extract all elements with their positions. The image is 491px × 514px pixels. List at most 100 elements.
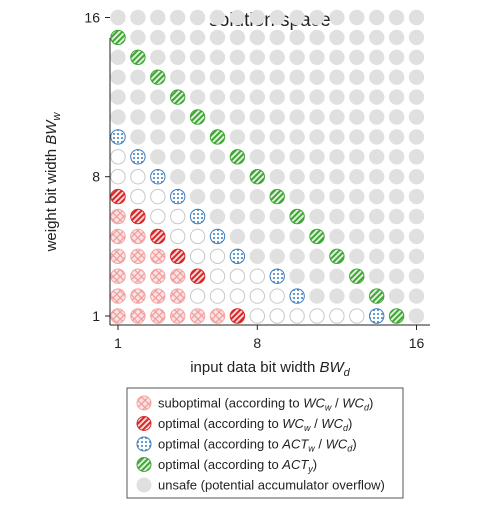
legend-symbol: WC <box>282 416 304 431</box>
point-unsafe-x7-y7 <box>229 188 246 205</box>
point-empty-x4-y5 <box>170 228 186 245</box>
point-unsafe-x8-y6 <box>249 208 265 225</box>
point-unsafe-x12-y12 <box>329 89 345 105</box>
legend-label-opt-act-y: optimal (according to ACTy) <box>158 457 317 474</box>
point-empty-x10-y1 <box>289 308 305 324</box>
point-unsafe-x13-y2 <box>349 288 365 304</box>
point-suboptimal-x4-y3 <box>170 268 186 284</box>
point-opt-act-wc-x5-y6 <box>189 208 206 225</box>
point-empty-x5-y4 <box>189 248 206 264</box>
point-unsafe-x3-y14 <box>150 49 166 65</box>
point-suboptimal-x1-y1 <box>110 308 126 324</box>
point-unsafe-x16-y13 <box>408 69 425 85</box>
point-unsafe-x13-y5 <box>349 228 365 245</box>
point-opt-act-y-x9-y7 <box>269 188 285 205</box>
point-unsafe-x11-y3 <box>309 268 325 284</box>
point-unsafe-x15-y14 <box>388 49 405 65</box>
x-tick-label-16: 16 <box>409 335 425 351</box>
point-unsafe-x9-y4 <box>269 248 285 264</box>
point-unsafe-x4-y8 <box>170 169 186 185</box>
point-unsafe-x3-y16 <box>150 9 166 26</box>
point-empty-x2-y7 <box>130 188 146 205</box>
point-unsafe-x7-y16 <box>229 9 246 26</box>
point-unsafe-x13-y12 <box>349 89 365 105</box>
point-unsafe-x8-y7 <box>249 188 265 205</box>
point-unsafe-x1-y16 <box>110 9 126 26</box>
point-unsafe-x16-y15 <box>408 29 425 46</box>
point-suboptimal-x2-y4 <box>130 248 146 264</box>
point-unsafe-x16-y14 <box>408 49 425 65</box>
point-unsafe-x15-y10 <box>388 129 405 145</box>
point-unsafe-x4-y10 <box>170 129 186 145</box>
point-unsafe-x15-y11 <box>388 109 405 125</box>
point-unsafe-x5-y14 <box>189 49 206 65</box>
point-unsafe-x10-y13 <box>289 69 305 85</box>
point-unsafe-x14-y11 <box>369 109 385 125</box>
point-unsafe-x11-y8 <box>309 169 325 185</box>
point-unsafe-x6-y8 <box>209 169 226 185</box>
point-unsafe-x4-y14 <box>170 49 186 65</box>
point-suboptimal-x6-y1 <box>209 308 226 324</box>
point-unsafe-x10-y3 <box>289 268 305 284</box>
point-unsafe-x3-y11 <box>150 109 166 125</box>
legend-slash: / <box>315 437 326 452</box>
point-unsafe-x15-y7 <box>388 188 405 205</box>
point-suboptimal-x2-y1 <box>130 308 146 324</box>
legend-tail: ) <box>352 437 356 452</box>
point-empty-x2-y8 <box>130 169 146 185</box>
point-empty-x8-y3 <box>249 268 265 284</box>
point-unsafe-x14-y14 <box>369 49 385 65</box>
point-unsafe-x13-y13 <box>349 69 365 85</box>
point-unsafe-x4-y9 <box>170 149 186 165</box>
point-opt-wc-x3-y5 <box>150 228 166 245</box>
y-tick-label-16: 16 <box>84 10 100 26</box>
legend-text: optimal (according to <box>158 416 282 431</box>
legend-marker-opt-act-wc <box>136 436 152 452</box>
point-unsafe-x14-y16 <box>369 9 385 26</box>
point-unsafe-x13-y9 <box>349 149 365 165</box>
point-suboptimal-x5-y1 <box>189 308 206 324</box>
point-opt-act-y-x4-y12 <box>170 89 186 105</box>
point-unsafe-x4-y16 <box>170 9 186 26</box>
point-unsafe-x8-y13 <box>249 69 265 85</box>
point-opt-wc-x1-y7 <box>110 188 126 205</box>
point-suboptimal-x1-y2 <box>110 288 126 304</box>
point-opt-act-y-x15-y1 <box>388 308 405 324</box>
legend-text: optimal (according to <box>158 457 282 472</box>
point-opt-act-y-x11-y5 <box>309 228 325 245</box>
point-unsafe-x11-y13 <box>309 69 325 85</box>
point-suboptimal-x1-y4 <box>110 248 126 264</box>
legend-text: unsafe (potential accumulator overflow) <box>158 478 385 493</box>
point-unsafe-x10-y15 <box>289 29 305 46</box>
point-unsafe-x2-y13 <box>130 69 146 85</box>
point-unsafe-x13-y8 <box>349 169 365 185</box>
point-unsafe-x5-y13 <box>189 69 206 85</box>
point-suboptimal-x1-y3 <box>110 268 126 284</box>
point-unsafe-x7-y15 <box>229 29 246 46</box>
legend-tail: ) <box>313 457 317 472</box>
point-unsafe-x11-y7 <box>309 188 325 205</box>
point-unsafe-x9-y14 <box>269 49 285 65</box>
legend-label-suboptimal: suboptimal (according to WCw / WCd) <box>158 396 373 413</box>
point-empty-x5-y2 <box>189 288 206 304</box>
legend-subscript: w <box>325 403 332 413</box>
x-tick-label-1: 1 <box>114 335 122 351</box>
point-opt-wc-x5-y3 <box>189 268 206 284</box>
point-unsafe-x11-y14 <box>309 49 325 65</box>
point-unsafe-x5-y7 <box>189 188 206 205</box>
point-unsafe-x7-y13 <box>229 69 246 85</box>
y-tick-label-1: 1 <box>92 308 100 324</box>
point-unsafe-x11-y15 <box>309 29 325 46</box>
point-opt-act-y-x5-y11 <box>189 109 206 125</box>
legend-box <box>126 387 404 499</box>
legend-subscript: y <box>307 464 313 474</box>
point-empty-x12-y1 <box>329 308 345 324</box>
point-opt-act-wc-x3-y8 <box>150 169 166 185</box>
point-unsafe-x6-y14 <box>209 49 226 65</box>
x-axis-label-sub: d <box>344 367 351 379</box>
y-axis-label-symbol: BW <box>43 119 60 145</box>
point-unsafe-x15-y13 <box>388 69 405 85</box>
point-unsafe-x9-y11 <box>269 109 285 125</box>
point-unsafe-x15-y8 <box>388 169 405 185</box>
point-unsafe-x16-y9 <box>408 149 425 165</box>
